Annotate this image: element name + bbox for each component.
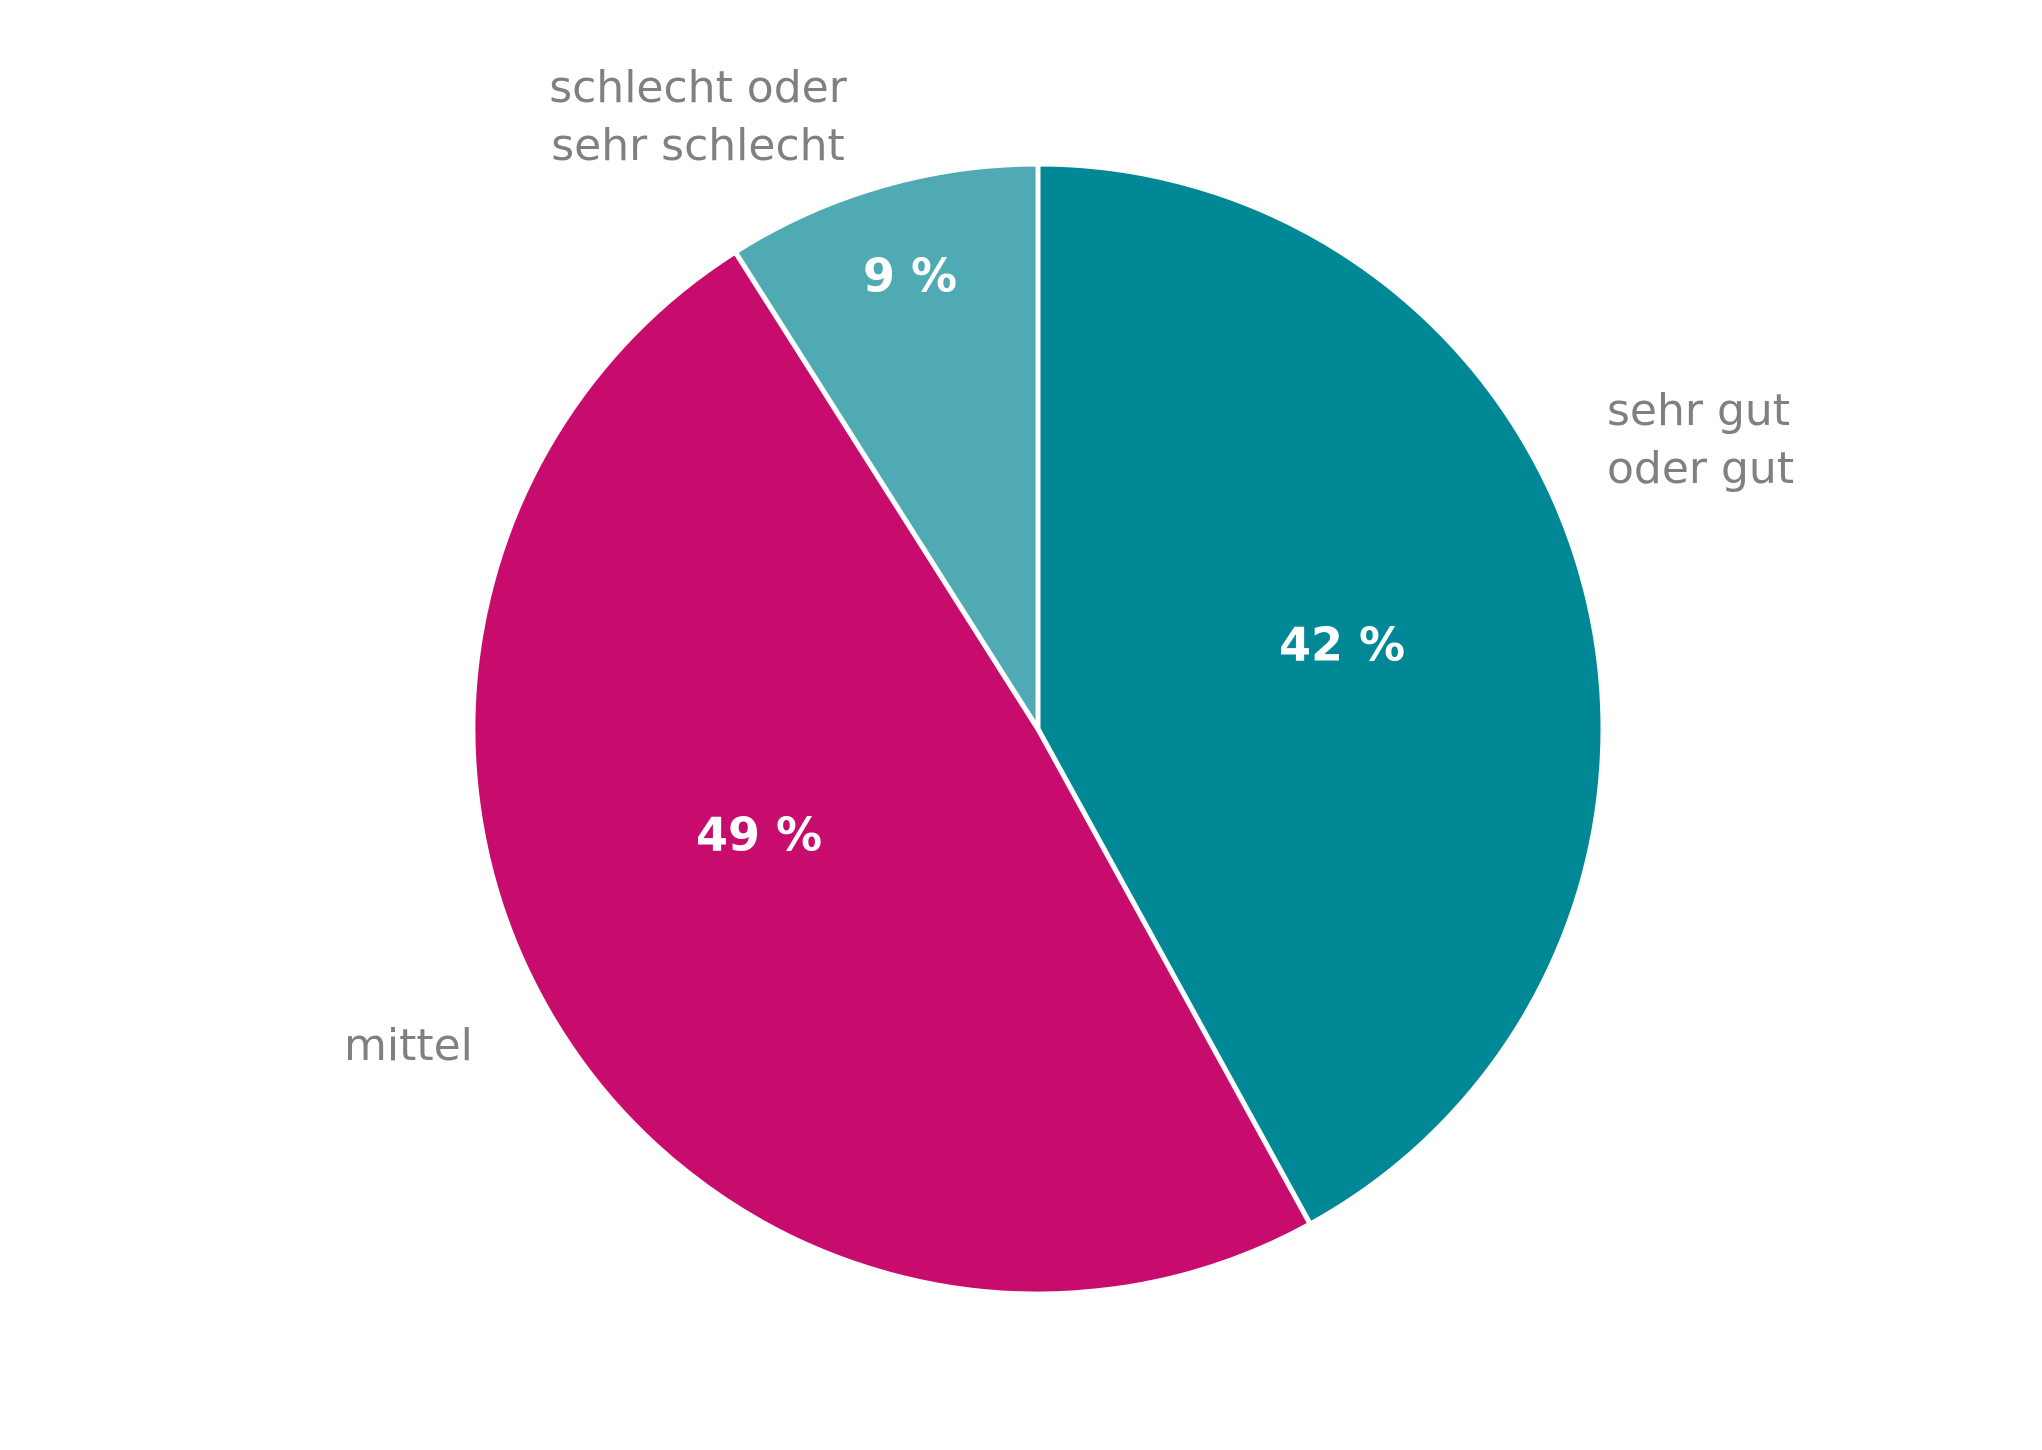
value-label: 42 % — [1279, 618, 1405, 672]
value-label: 49 % — [696, 808, 822, 862]
category-label: sehr gut oder gut — [1607, 385, 1794, 494]
pie-slice — [470, 249, 1313, 1297]
value-label: 9 % — [863, 249, 957, 303]
pie-slice — [732, 161, 1041, 732]
category-label: mittel — [344, 1020, 473, 1071]
category-label: schlecht oder sehr schlecht — [549, 62, 848, 171]
pie-slice — [1035, 161, 1606, 1227]
